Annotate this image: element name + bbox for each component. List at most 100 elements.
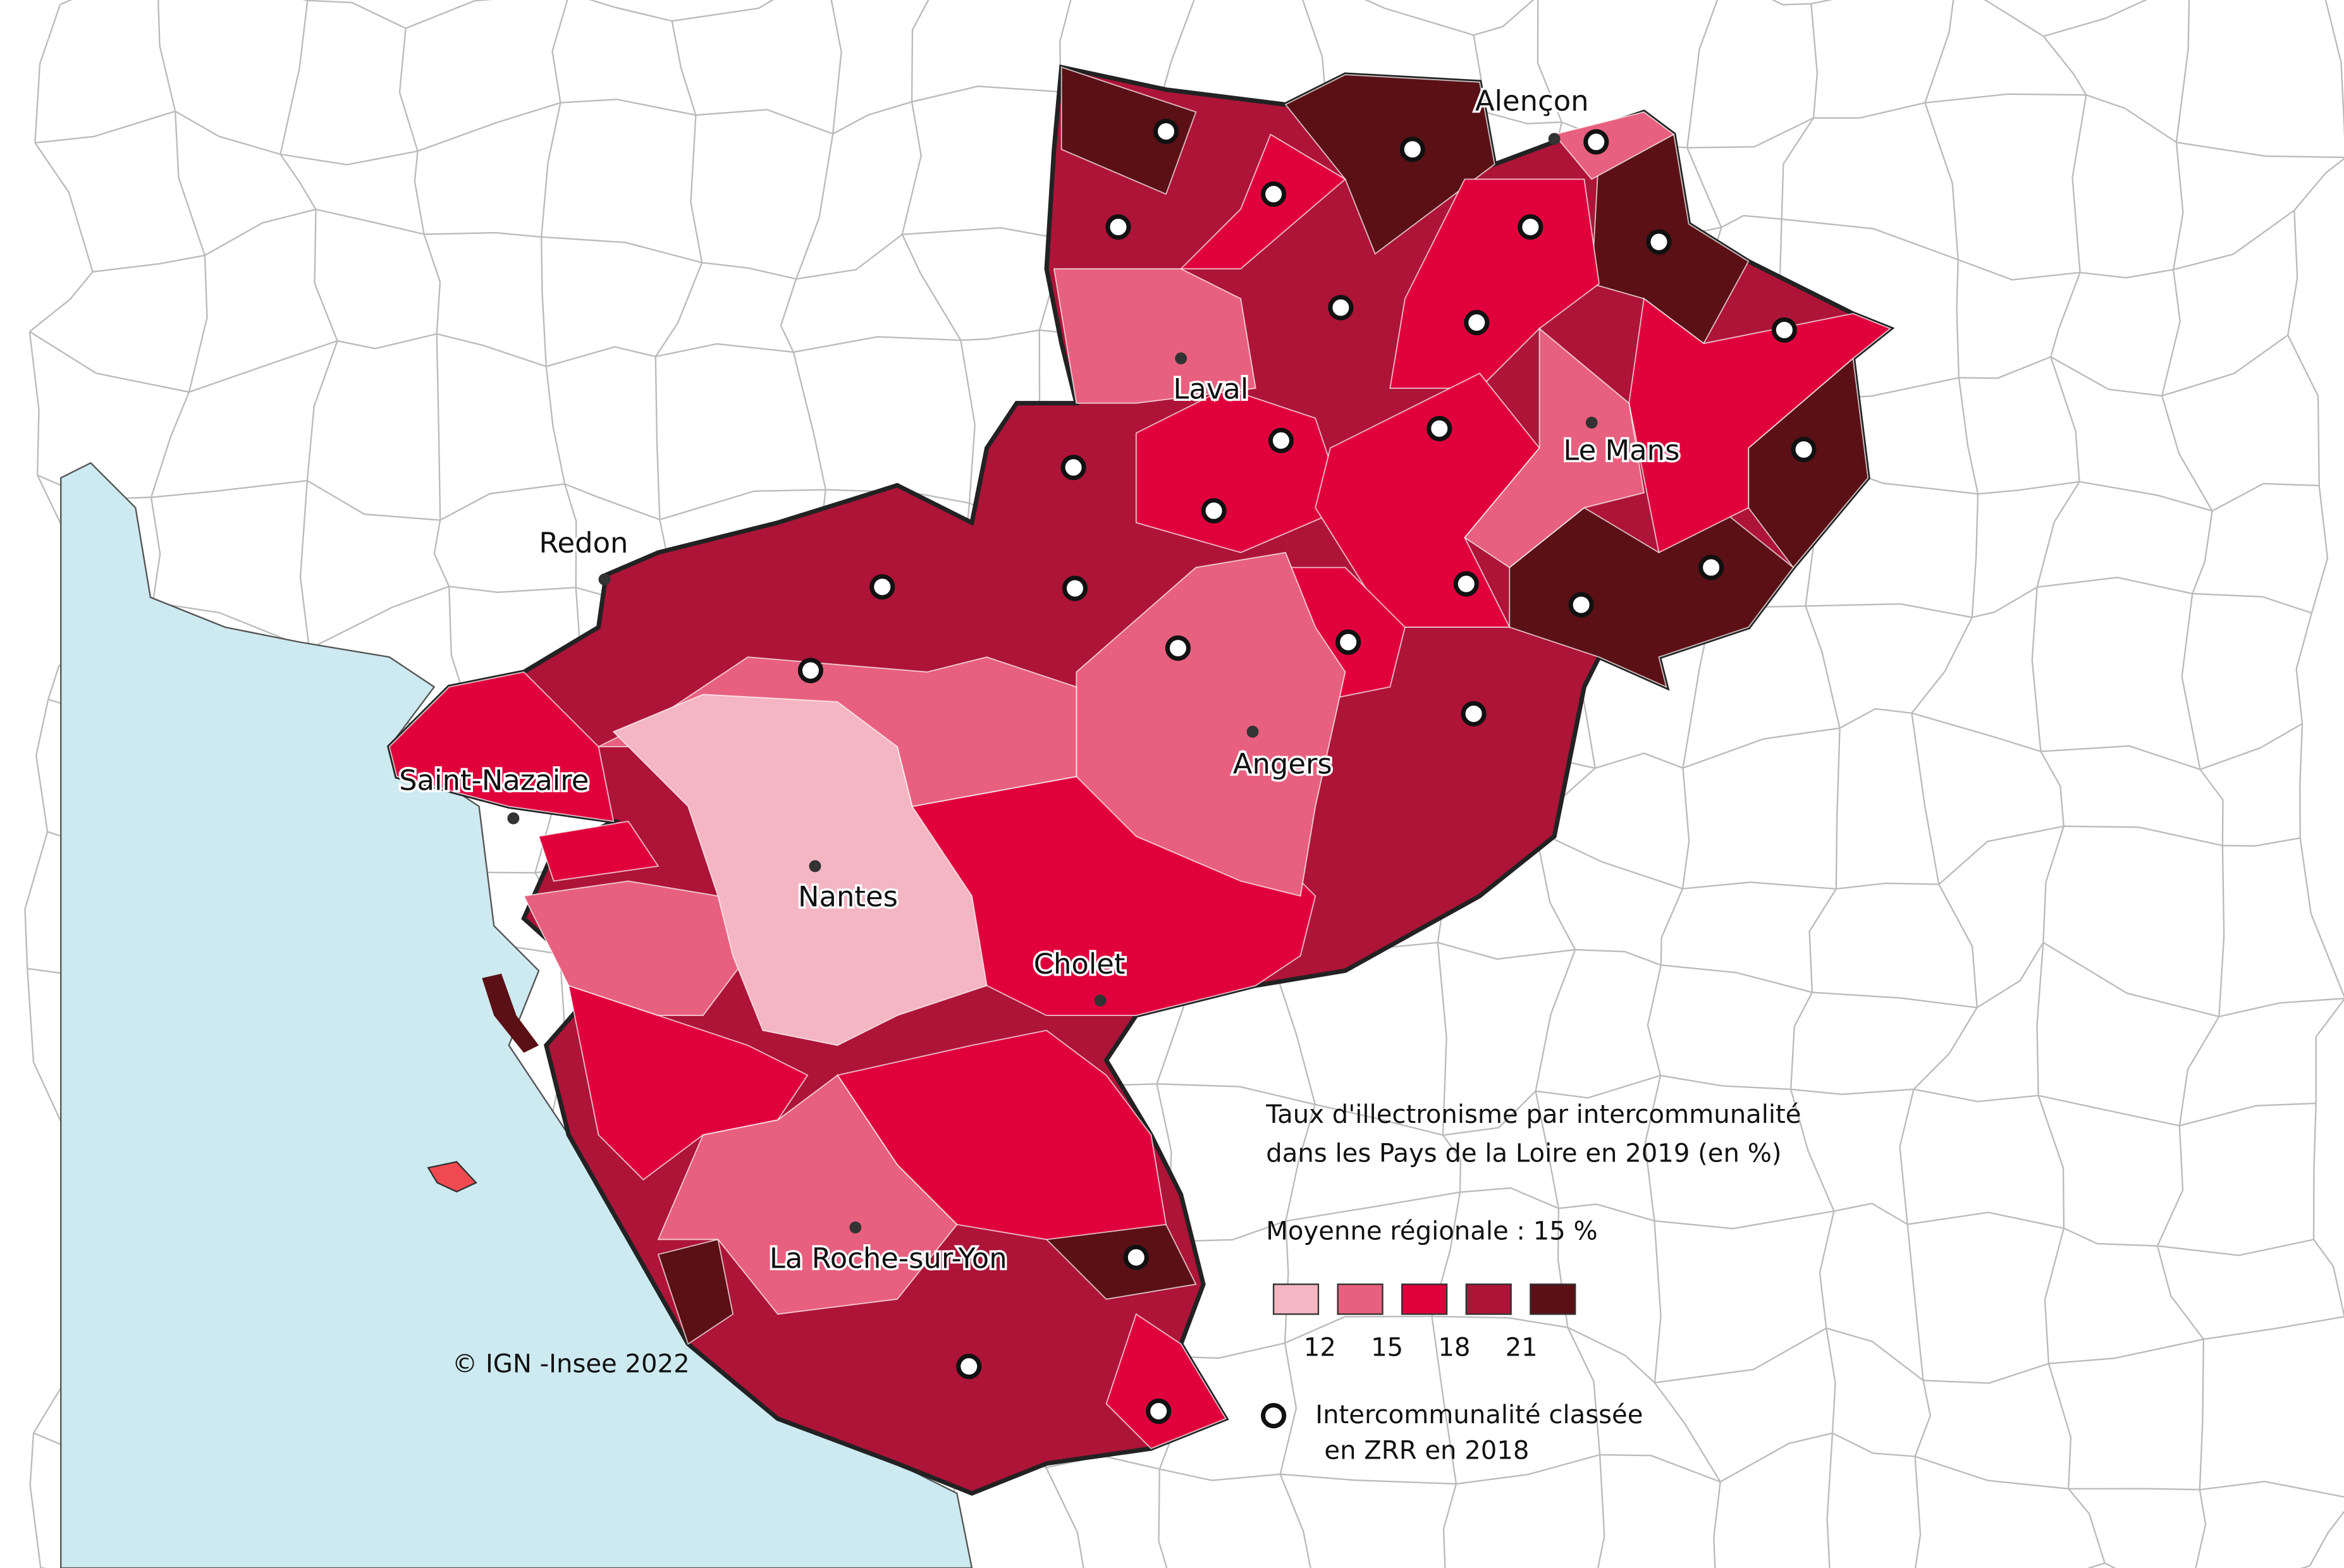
boundary [702, 262, 797, 280]
legend: Taux d'illectronisme par intercommunalit… [1261, 1100, 1801, 1466]
boundary [1906, 1224, 1924, 1381]
boundary [2324, 0, 2344, 137]
boundary [299, 481, 310, 649]
boundary [1911, 712, 2041, 752]
intercommunality [612, 694, 988, 1046]
boundary [551, 0, 568, 103]
boundary [34, 142, 94, 273]
zrr-marker [1698, 554, 1724, 580]
boundary [307, 480, 441, 521]
boundary [2063, 825, 2223, 847]
boundary [436, 334, 441, 520]
zrr-marker [1427, 415, 1452, 441]
zrr-legend-text: Intercommunalité classée [1315, 1400, 1643, 1430]
boundary [204, 209, 316, 256]
boundary [1713, 1481, 1721, 1568]
zrr-marker [1518, 214, 1543, 240]
intercommunality [537, 821, 660, 882]
boundary [2042, 826, 2065, 943]
boundary [314, 209, 338, 341]
legend-swatch [1272, 1283, 1320, 1315]
boundary [1280, 1473, 1457, 1485]
boundary [306, 340, 338, 481]
intercommunality [1389, 178, 1600, 389]
zrr-marker [1568, 592, 1594, 618]
boundary [1972, 586, 2038, 618]
boundary [1913, 1088, 2039, 1103]
boundary [175, 110, 281, 156]
boundary [780, 278, 797, 353]
boundary [541, 236, 703, 264]
boundary [1938, 884, 1978, 1008]
boundary [1535, 1074, 1661, 1099]
boundary [2161, 395, 2213, 511]
boundary [1431, 1316, 1457, 1485]
zrr-marker [1165, 635, 1191, 661]
intercommunality [1315, 372, 1540, 628]
boundary [1813, 102, 1925, 119]
boundary [2293, 157, 2344, 211]
boundary [1958, 356, 2051, 379]
boundary [1834, 1203, 1908, 1225]
boundary [439, 483, 565, 521]
zrr-marker [1201, 498, 1227, 524]
boundary [1825, 1327, 1924, 1381]
boundary [654, 356, 661, 520]
intercommunality [1553, 111, 1675, 180]
legend-break: 12 [1304, 1333, 1336, 1363]
zrr-marker [1268, 427, 1294, 453]
boundary [2037, 1095, 2065, 1228]
boundary [2156, 1125, 2184, 1247]
boundary [1686, 147, 1722, 228]
zrr-marker [797, 658, 823, 683]
zrr-marker [1583, 129, 1609, 155]
boundary [1279, 1474, 1311, 1568]
cities: Alençon Laval Le Mans Redon Saint-Nazaire Ang… [397, 82, 1682, 1277]
boundary [1660, 888, 1684, 965]
boundary [655, 343, 794, 358]
boundary [2192, 592, 2312, 614]
intercommunality [523, 880, 749, 1017]
intercommunality [1464, 327, 1645, 568]
boundary [150, 497, 161, 603]
boundary [1654, 1210, 1834, 1230]
boundary [1437, 942, 1447, 1136]
boundary [1956, 259, 1960, 378]
boundary [2068, 1488, 2106, 1564]
boundary [1456, 1454, 1600, 1485]
city-label: Laval [1173, 372, 1248, 406]
island [427, 1161, 477, 1193]
boundary [1923, 1363, 2049, 1384]
boundary [1805, 603, 1973, 618]
boundary [2161, 269, 2181, 396]
boundary [1558, 1203, 1655, 1222]
boundary [433, 520, 450, 587]
boundary [671, 20, 697, 116]
boundary [2212, 482, 2319, 512]
boundary [2195, 1489, 2207, 1568]
boundary [1781, 218, 1959, 260]
boundary [795, 233, 903, 280]
boundary [1826, 1433, 1834, 1568]
boundary [2050, 272, 2081, 357]
boundary [1789, 992, 1813, 1089]
boundary [337, 333, 438, 350]
boundary [2079, 481, 2212, 512]
zrr-marker [1105, 214, 1131, 240]
boundary [2176, 141, 2344, 159]
legend-title: Taux d'illectronisme par intercommunalit… [1265, 1100, 1801, 1129]
zrr-marker [1062, 575, 1088, 601]
regions [386, 64, 1895, 1496]
boundary [1721, 214, 1782, 228]
boundary [2036, 481, 2080, 587]
zrr-marker [1261, 181, 1287, 207]
boundary [35, 110, 176, 144]
boundary [2157, 1239, 2314, 1256]
boundary [2040, 750, 2065, 826]
boundary [436, 333, 547, 367]
boundary [174, 111, 206, 256]
zrr-marker [1461, 701, 1487, 727]
boundary [1958, 377, 1979, 494]
boundary [654, 262, 703, 357]
boundary [2037, 577, 2193, 595]
